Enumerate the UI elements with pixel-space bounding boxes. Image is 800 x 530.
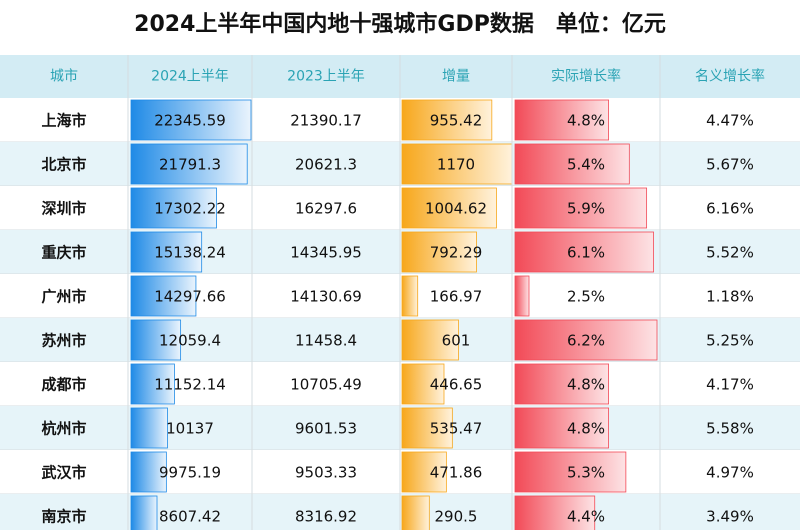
data-bar (401, 275, 419, 317)
data-bar (130, 275, 197, 317)
cell-value: 16297.6 (295, 200, 357, 218)
data-bar (130, 99, 252, 141)
data-bar (401, 187, 497, 229)
data-bar (401, 231, 477, 273)
cell-value: 1170 (437, 156, 475, 174)
cell-value: 20621.3 (295, 156, 357, 174)
data-bar (401, 99, 493, 141)
cell-value: 14345.95 (290, 244, 362, 262)
cell-value: 6.16% (706, 200, 754, 218)
data-bar (130, 231, 203, 273)
column-header: 增量 (442, 69, 470, 85)
cell-value: 4.47% (706, 112, 754, 130)
city-name: 上海市 (41, 112, 86, 130)
cell-value: 15138.24 (154, 244, 226, 262)
cell-value: 17302.22 (154, 200, 226, 218)
cell-value: 14297.66 (154, 288, 226, 306)
cell-value: 4.4% (567, 508, 605, 526)
cell-value: 1004.62 (425, 200, 487, 218)
cell-value: 21390.17 (290, 112, 362, 130)
data-bar (514, 363, 609, 405)
column-header: 2023上半年 (287, 69, 365, 85)
data-bar (514, 187, 648, 229)
cell-value: 471.86 (430, 464, 483, 482)
data-bar (514, 231, 654, 273)
cell-value: 166.97 (430, 288, 483, 306)
cell-value: 12059.4 (159, 332, 221, 350)
column-header: 2024上半年 (151, 69, 229, 85)
city-name: 北京市 (41, 156, 86, 174)
title: 2024上半年中国内地十强城市GDP数据 单位：亿元 (134, 11, 666, 37)
cell-value: 5.3% (567, 464, 605, 482)
cell-value: 9503.33 (295, 464, 357, 482)
data-bar (130, 495, 158, 530)
data-bar (514, 451, 627, 493)
cell-value: 8316.92 (295, 508, 357, 526)
data-bar (401, 451, 447, 493)
city-name: 苏州市 (41, 332, 86, 350)
cell-value: 21791.3 (159, 156, 221, 174)
cell-value: 9975.19 (159, 464, 221, 482)
city-name: 广州市 (41, 288, 86, 306)
cell-value: 4.8% (567, 376, 605, 394)
data-bar (514, 495, 596, 530)
city-name: 成都市 (41, 376, 86, 394)
cell-value: 11458.4 (295, 332, 357, 350)
data-bar (130, 407, 168, 449)
cell-value: 22345.59 (154, 112, 226, 130)
cell-value: 290.5 (435, 508, 478, 526)
cell-value: 10137 (166, 420, 214, 438)
cell-value: 6.1% (567, 244, 605, 262)
cell-value: 4.8% (567, 420, 605, 438)
cell-value: 6.2% (567, 332, 605, 350)
city-name: 深圳市 (41, 200, 86, 218)
column-header: 实际增长率 (551, 68, 621, 85)
cell-value: 8607.42 (159, 508, 221, 526)
column-header: 城市 (50, 68, 78, 85)
data-bar (514, 275, 530, 317)
cell-value: 535.47 (430, 420, 483, 438)
data-bar (401, 319, 459, 361)
cell-value: 446.65 (430, 376, 483, 394)
cell-value: 5.67% (706, 156, 754, 174)
data-bar (514, 407, 609, 449)
data-bar (401, 363, 445, 405)
cell-value: 5.4% (567, 156, 605, 174)
cell-value: 3.49% (706, 508, 754, 526)
cell-value: 14130.69 (290, 288, 362, 306)
cell-value: 5.52% (706, 244, 754, 262)
cell-value: 955.42 (430, 112, 483, 130)
data-bar (130, 451, 167, 493)
data-bar (401, 143, 513, 185)
data-bar (130, 363, 175, 405)
cell-value: 5.58% (706, 420, 754, 438)
city-name: 武汉市 (41, 464, 86, 482)
cell-value: 4.8% (567, 112, 605, 130)
cell-value: 792.29 (430, 244, 483, 262)
data-bar (130, 319, 182, 361)
city-name: 杭州市 (41, 420, 86, 438)
data-bar (130, 143, 248, 185)
data-bar (401, 495, 430, 530)
cell-value: 2.5% (567, 288, 605, 306)
data-bar (514, 99, 609, 141)
cell-value: 9601.53 (295, 420, 357, 438)
cell-value: 11152.14 (154, 376, 226, 394)
city-name: 南京市 (41, 508, 86, 526)
cell-value: 5.25% (706, 332, 754, 350)
column-header: 名义增长率 (695, 68, 765, 85)
cell-value: 5.9% (567, 200, 605, 218)
data-bar (130, 187, 217, 229)
cell-value: 1.18% (706, 288, 754, 306)
data-bar (514, 319, 658, 361)
cell-value: 601 (442, 332, 471, 350)
data-bar (401, 407, 453, 449)
city-name: 重庆市 (41, 244, 86, 262)
cell-value: 10705.49 (290, 376, 362, 394)
cell-value: 4.97% (706, 464, 754, 482)
cell-value: 4.17% (706, 376, 754, 394)
data-bar (514, 143, 630, 185)
